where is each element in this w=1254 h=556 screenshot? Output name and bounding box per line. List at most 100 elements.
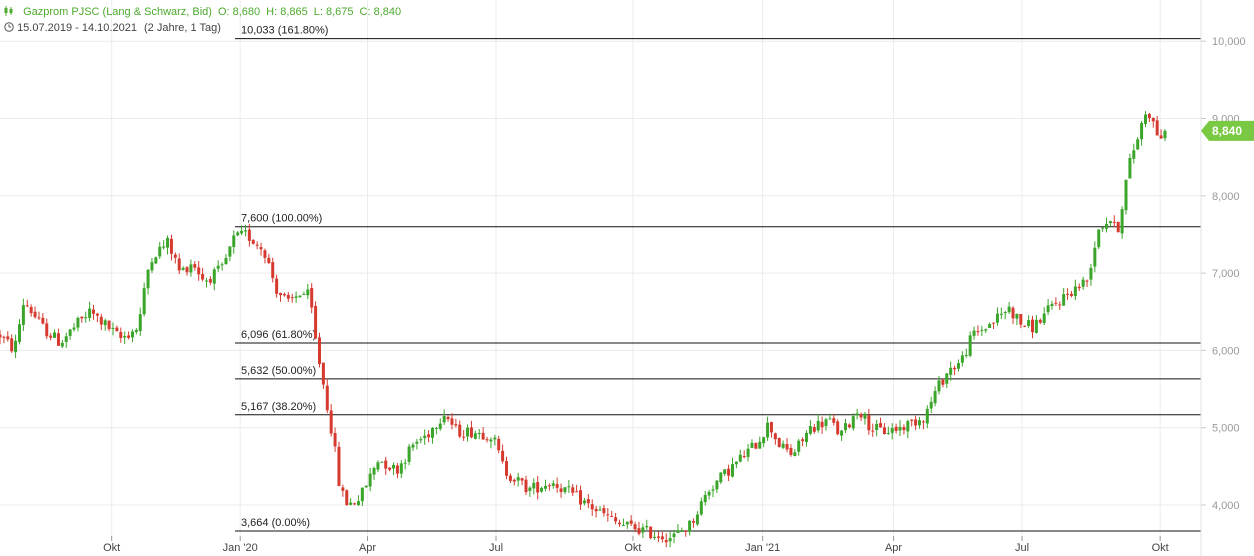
candle-body	[984, 329, 988, 331]
candle-body	[220, 264, 224, 266]
high-value: H: 8,865	[266, 6, 308, 18]
candle-body	[216, 265, 220, 269]
candle-body	[53, 332, 57, 338]
candle-body	[859, 414, 863, 418]
candle-body	[95, 313, 99, 316]
candle-body	[840, 430, 844, 436]
candle-body	[851, 416, 855, 429]
candle-body	[1069, 293, 1073, 296]
candle-body	[21, 305, 25, 325]
candle-body	[505, 461, 509, 476]
candle-body	[723, 469, 727, 474]
candle-body	[173, 254, 177, 258]
candle-body	[614, 517, 618, 522]
candle-body	[1042, 313, 1046, 324]
candle-body	[45, 323, 49, 337]
candle-body	[758, 441, 762, 449]
candle-body	[442, 416, 446, 423]
last-price-tag	[1201, 120, 1254, 141]
candle-body	[980, 329, 984, 331]
candle-body	[680, 531, 684, 533]
candle-body	[446, 416, 450, 420]
candle-body	[508, 475, 512, 481]
candle-body	[384, 460, 388, 469]
candle-body	[279, 292, 283, 296]
candle-body	[633, 524, 637, 530]
candle-body	[890, 428, 894, 433]
candle-body	[103, 320, 107, 326]
candle-body	[949, 367, 953, 375]
candle-body	[271, 262, 275, 279]
candle-body	[563, 487, 567, 493]
candle-body	[403, 462, 407, 464]
candle-body	[72, 327, 76, 330]
candle-body	[925, 408, 929, 424]
candle-body	[127, 335, 131, 338]
candle-body	[516, 477, 520, 481]
candle-body	[1105, 224, 1109, 229]
candle-body	[918, 420, 922, 426]
candle-body	[1093, 247, 1097, 267]
candle-body	[828, 418, 832, 420]
candle-body	[785, 443, 789, 450]
candle-body	[1038, 319, 1042, 323]
candle-body	[1050, 303, 1054, 307]
fib-level-label: 5,167 (38.20%)	[241, 401, 316, 413]
candle-body	[142, 288, 146, 315]
candle-body	[1097, 229, 1101, 248]
candle-body	[349, 502, 353, 505]
candle-body	[847, 424, 851, 428]
candle-body	[808, 426, 812, 434]
candle-body	[910, 419, 914, 421]
candle-body	[201, 273, 205, 280]
last-price-marker: 8,840	[1201, 120, 1254, 141]
candle-body	[960, 355, 964, 363]
candle-body	[805, 432, 809, 443]
candle-body	[25, 305, 29, 307]
candle-body	[1058, 304, 1062, 306]
candle-body	[555, 484, 559, 488]
candle-body	[1159, 135, 1163, 139]
candle-body	[240, 230, 244, 234]
candle-body	[138, 314, 142, 332]
candle-body	[119, 332, 123, 339]
candle-body	[473, 433, 477, 439]
candle-body	[773, 433, 777, 440]
candle-body	[162, 246, 166, 248]
candle-body	[1132, 150, 1136, 159]
candle-body	[1011, 307, 1015, 319]
x-tick-label: Jan '21	[745, 542, 780, 554]
candle-body	[1027, 320, 1031, 326]
candle-body	[364, 485, 368, 488]
candle-body	[430, 427, 434, 438]
candle-body	[1046, 305, 1050, 313]
candle-body	[255, 244, 259, 246]
candle-body	[797, 440, 801, 452]
grid	[0, 0, 1201, 540]
candle-body	[267, 257, 271, 264]
candle-body	[166, 237, 170, 248]
candle-body	[956, 363, 960, 369]
candle-body	[610, 516, 614, 518]
candle-body	[656, 536, 660, 538]
candle-body	[676, 530, 680, 533]
candle-body	[719, 472, 723, 483]
candle-body	[777, 437, 781, 448]
candle-body	[664, 540, 668, 543]
candle-body	[6, 336, 10, 340]
candle-body	[88, 308, 92, 318]
candle-body	[376, 462, 380, 470]
candle-body	[232, 235, 236, 248]
x-tick-label: Okt	[103, 542, 120, 554]
candle-body	[995, 313, 999, 323]
candle-body	[933, 391, 937, 404]
candlestick-icon	[4, 6, 17, 18]
candle-body	[1081, 279, 1085, 287]
candle-body	[115, 327, 119, 332]
candle-body	[540, 487, 544, 492]
candle-body	[236, 232, 240, 236]
candle-body	[2, 336, 6, 338]
candle-body	[715, 480, 719, 490]
candle-body	[1030, 319, 1034, 333]
